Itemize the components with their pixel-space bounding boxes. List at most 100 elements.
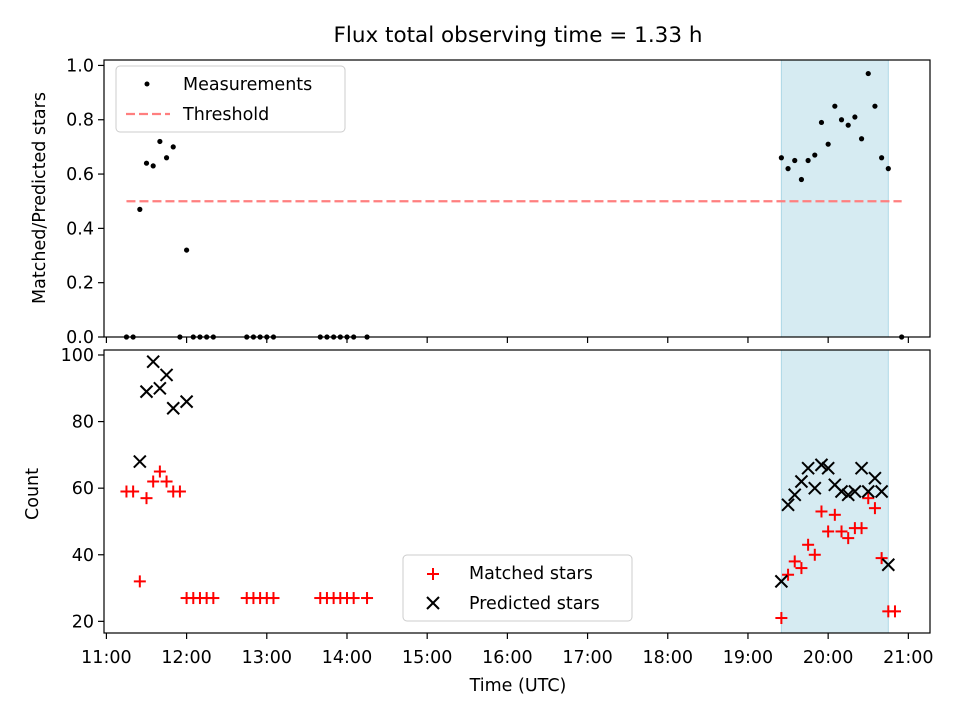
predicted-star-point	[881, 558, 896, 572]
x-tick-label: 14:00	[322, 648, 372, 668]
y-tick-label: 0.4	[66, 219, 94, 239]
matched-star-point	[153, 465, 166, 478]
y-tick-label: 0.2	[66, 274, 94, 294]
predicted-star-point	[788, 488, 802, 502]
predicted-star-point	[781, 498, 795, 512]
matched-star-point	[160, 475, 173, 488]
y-tick-label: 0.8	[66, 111, 94, 131]
matched-star-point	[822, 525, 835, 538]
legend-measurements-marker	[144, 81, 150, 87]
measurement-point	[157, 138, 163, 145]
bottom-legend-box	[402, 554, 633, 622]
measurement-point	[143, 160, 150, 166]
predicted-star-point	[808, 481, 822, 495]
matched-star-point	[795, 562, 808, 575]
matched-star-point	[815, 505, 828, 518]
measurement-point	[852, 114, 858, 120]
predicted-star-point	[139, 384, 154, 399]
x-tick-label: 15:00	[402, 648, 452, 668]
measurement-point	[818, 119, 825, 126]
legend-predicted-marker	[426, 596, 440, 610]
matched-star-point	[855, 522, 868, 535]
bottom-legend: Matched stars Predicted stars	[402, 554, 633, 622]
y-tick-label: 0.0	[66, 328, 94, 348]
x-axis-label: Time (UTC)	[469, 676, 567, 696]
bottom-y-axis-label: Count	[23, 468, 43, 520]
measurement-point	[150, 163, 156, 169]
matched-star-point	[775, 612, 788, 625]
measurement-point	[184, 247, 190, 253]
ratio-panel: 0.0 0.2 0.4 0.6 0.8 1.0 Matched/Predicted sta…	[30, 56, 931, 348]
y-tick-label: 40	[72, 546, 94, 566]
legend-matched-marker	[427, 568, 439, 580]
matched-star-point	[147, 475, 160, 488]
matched-star-point	[361, 592, 374, 605]
top-y-axis-ticks: 0.0 0.2 0.4 0.6 0.8 1.0	[66, 56, 104, 348]
predicted-star-point	[159, 368, 174, 382]
measurement-point	[879, 155, 885, 161]
predicted-star-point	[841, 488, 855, 502]
x-tick-label: 16:00	[482, 648, 532, 668]
predicted-star-point	[179, 394, 194, 409]
x-tick-label: 12:00	[161, 648, 211, 668]
predicted-star-point	[821, 461, 835, 475]
predicted-star-point	[153, 381, 167, 395]
measurement-point	[845, 122, 851, 128]
predicted-star-point	[861, 484, 875, 499]
x-tick-label: 13:00	[242, 648, 292, 668]
measurement-point	[778, 155, 784, 161]
y-tick-label: 80	[72, 413, 94, 433]
matched-star-point	[862, 492, 875, 505]
x-tick-label: 17:00	[562, 648, 612, 668]
observation-span-top	[780, 59, 889, 338]
count-panel: 20 40 60 80 100 11:00 12:00 13:00 14:00 15:00 16:…	[23, 346, 934, 696]
x-tick-label: 20:00	[803, 648, 853, 668]
x-tick-label: 19:00	[723, 648, 773, 668]
x-tick-label: 18:00	[643, 648, 693, 668]
measurement-point	[792, 157, 798, 164]
predicted-star-point	[794, 474, 809, 489]
predicted-star-point	[146, 354, 160, 369]
x-tick-label: 11:00	[81, 648, 131, 668]
bottom-x-axis-ticks: 11:00 12:00 13:00 14:00 15:00 16:00 17:00 18:00…	[81, 633, 934, 668]
matched-star-point	[835, 525, 848, 538]
measurement-point	[785, 166, 791, 172]
predicted-star-point	[166, 401, 180, 415]
y-tick-label: 100	[61, 346, 94, 366]
legend-measurements-label: Measurements	[183, 75, 312, 95]
matched-star-point	[802, 538, 815, 551]
measurement-point	[170, 144, 176, 150]
matched-stars-series	[120, 465, 901, 625]
matched-star-point	[875, 552, 888, 565]
measurements-series	[123, 70, 905, 340]
matched-star-point	[267, 592, 280, 605]
matched-star-point	[207, 592, 220, 605]
y-tick-label: 60	[72, 479, 94, 499]
matched-star-point	[140, 492, 153, 505]
predicted-star-point	[774, 574, 789, 589]
y-tick-label: 1.0	[66, 56, 94, 76]
measurement-point	[885, 166, 891, 172]
x-tick-label: 21:00	[883, 648, 933, 668]
measurement-point	[137, 206, 143, 212]
measurement-point	[163, 155, 170, 161]
predicted-star-point	[834, 484, 849, 499]
matched-star-point	[842, 532, 855, 545]
matched-star-point	[782, 568, 795, 581]
predicted-star-point	[133, 454, 147, 469]
bottom-y-axis-ticks: 20 40 60 80 100	[61, 346, 104, 632]
legend-predicted-label: Predicted stars	[469, 594, 600, 614]
measurement-point	[825, 141, 831, 147]
matched-star-point	[808, 548, 821, 561]
matched-star-point	[133, 575, 146, 588]
measurement-point	[865, 70, 871, 77]
predicted-star-point	[814, 458, 829, 472]
measurement-point	[858, 136, 865, 142]
matched-star-point	[868, 502, 881, 515]
measurement-point	[798, 176, 805, 183]
top-axes-frame	[103, 59, 931, 338]
top-x-axis-ticks	[105, 337, 909, 343]
predicted-star-point	[854, 461, 869, 475]
measurement-point	[805, 157, 811, 164]
